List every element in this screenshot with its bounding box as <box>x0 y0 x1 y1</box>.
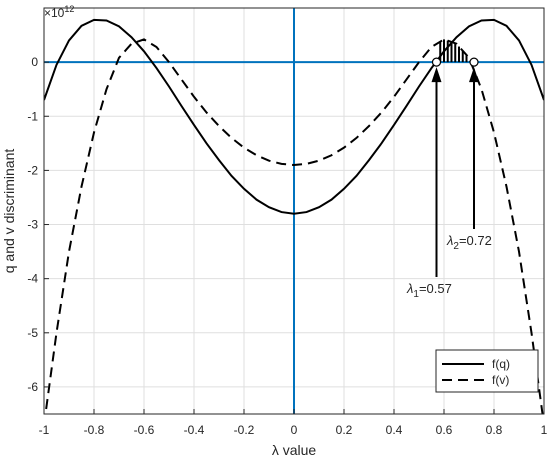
x-tick-label: 0.6 <box>436 423 453 437</box>
x-tick-label: -0.2 <box>234 423 255 437</box>
x-tick-label: 1 <box>541 423 548 437</box>
exponent-power: 12 <box>64 4 74 14</box>
y-tick-label: -1 <box>27 109 38 123</box>
x-axis-label: λ value <box>272 442 317 458</box>
y-tick-label: -2 <box>27 163 38 177</box>
plot-area <box>44 8 544 414</box>
x-tick-label: -1 <box>39 423 50 437</box>
x-tick-label: 0.8 <box>486 423 503 437</box>
annotation-subscript: 1 <box>413 289 419 300</box>
y-tick-label: -3 <box>27 218 38 232</box>
y-axis-label: q and v discriminant <box>1 149 17 274</box>
legend-label: f(v) <box>492 373 509 387</box>
annotation-symbol: λ <box>406 281 413 296</box>
x-tick-label: 0.2 <box>336 423 353 437</box>
root-marker <box>469 57 479 67</box>
y-exponent: ×1012 <box>44 4 74 20</box>
y-tick-label: -4 <box>27 272 38 286</box>
x-tick-label: 0.4 <box>386 423 403 437</box>
legend-label: f(q) <box>492 357 510 371</box>
x-tick-label: -0.4 <box>184 423 205 437</box>
annotation-subscript: 2 <box>453 241 459 252</box>
exponent-base: ×10 <box>44 6 65 20</box>
annotation-symbol: λ <box>446 233 453 248</box>
y-tick-label: -5 <box>27 326 38 340</box>
x-tick-label: 0 <box>291 423 298 437</box>
x-tick-label: -0.6 <box>134 423 155 437</box>
annotation: λ2=0.72 <box>446 233 492 252</box>
annotation-text: =0.72 <box>459 233 492 248</box>
series-line <box>44 38 544 414</box>
arrow-head <box>431 67 442 83</box>
arrow-head <box>469 67 479 83</box>
annotation-text: =0.57 <box>419 281 452 296</box>
labels: -1 -0.8 -0.6 -0.4 -0.2 0 0.2 0.4 0.6 0.8 1 -6 -5 -4 -3… <box>27 55 547 437</box>
legend: f(q) f(v) <box>435 349 539 393</box>
annotation: λ1=0.57 <box>406 281 452 300</box>
series-line <box>44 18 544 215</box>
root-marker <box>431 57 442 67</box>
x-tick-label: -0.8 <box>84 423 105 437</box>
y-tick-label: 0 <box>31 55 38 69</box>
legend-box <box>435 349 539 393</box>
y-tick-label: -6 <box>27 380 38 394</box>
